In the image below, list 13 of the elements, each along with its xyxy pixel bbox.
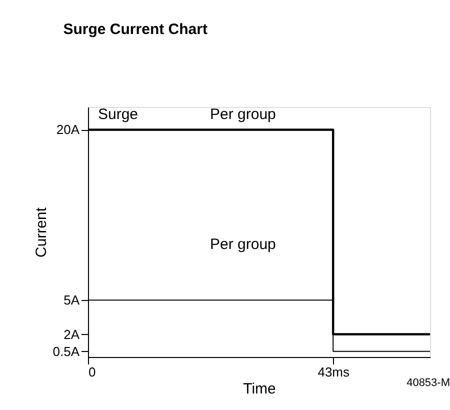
annotation: Per group bbox=[210, 106, 276, 123]
chart-title: Surge Current Chart bbox=[63, 21, 208, 38]
annotation: Surge bbox=[98, 106, 138, 123]
y-tick-label: 2A bbox=[64, 326, 80, 342]
annotation: Per group bbox=[210, 236, 276, 253]
y-tick-label: 0.5A bbox=[52, 344, 80, 359]
y-tick-label: 20A bbox=[56, 122, 80, 138]
y-tick-label: 5A bbox=[64, 292, 80, 308]
x-tick-label: 0 bbox=[88, 364, 96, 380]
text: 40853-M bbox=[406, 377, 450, 389]
x-axis-title: Time bbox=[243, 380, 276, 398]
x-tick-label: 43ms bbox=[318, 364, 350, 380]
y-axis-title: Current bbox=[32, 206, 50, 258]
